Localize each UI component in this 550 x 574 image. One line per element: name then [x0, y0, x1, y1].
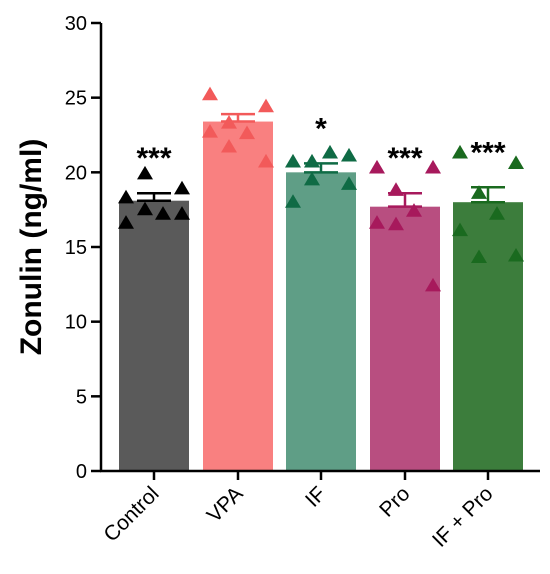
y-tick-label-5: 25 [65, 88, 87, 110]
data-point-3-0 [369, 159, 385, 174]
significance-label-2: * [315, 112, 327, 145]
data-point-2-2 [304, 153, 320, 168]
bar-0 [119, 200, 189, 471]
data-point-3-3 [406, 203, 422, 217]
y-tick-label-4: 20 [65, 162, 87, 184]
data-point-4-6 [508, 247, 524, 262]
data-point-2-3 [322, 144, 338, 159]
significance-label-0: *** [136, 142, 171, 175]
y-tick-label-6: 30 [65, 13, 87, 35]
bar-1 [203, 121, 273, 471]
bar-3 [370, 206, 440, 471]
data-point-1-0 [202, 86, 218, 101]
y-axis-title: Zonulin (ng/ml) [15, 139, 48, 356]
data-point-0-1 [174, 206, 190, 220]
x-tick-label-4: IF + Pro [428, 482, 497, 551]
data-points-group [118, 86, 524, 292]
x-tick-label-2: IF [301, 482, 330, 511]
x-tick-label-0: Control [99, 482, 163, 546]
data-point-1-1 [258, 98, 274, 113]
bars-group [119, 121, 523, 472]
data-point-3-2 [388, 182, 404, 196]
data-point-2-1 [341, 147, 357, 162]
data-point-0-6 [174, 180, 190, 195]
x-tick-label-3: Pro [375, 482, 414, 521]
data-point-1-5 [221, 138, 237, 153]
data-point-2-4 [285, 194, 301, 208]
data-point-0-4 [118, 189, 134, 204]
data-point-4-3 [489, 206, 505, 220]
y-tick-label-0: 0 [76, 461, 87, 483]
data-point-4-0 [452, 144, 468, 159]
data-point-2-6 [341, 176, 357, 190]
data-point-3-4 [369, 215, 385, 229]
bar-2 [286, 172, 356, 472]
data-point-0-3 [155, 206, 171, 220]
data-point-0-5 [137, 165, 153, 180]
data-point-0-2 [137, 201, 153, 216]
data-point-1-2 [221, 115, 237, 129]
data-point-1-3 [239, 125, 255, 140]
y-tick-label-1: 5 [76, 386, 87, 408]
data-point-1-4 [202, 124, 218, 138]
data-point-0-0 [118, 215, 134, 229]
data-point-4-2 [471, 185, 487, 199]
data-point-4-1 [508, 155, 524, 169]
data-point-3-5 [388, 216, 404, 231]
data-point-2-0 [285, 153, 301, 168]
bar-4 [453, 202, 523, 471]
y-tick-label-3: 15 [65, 237, 87, 259]
significance-label-3: *** [387, 142, 422, 175]
data-point-3-1 [425, 159, 441, 174]
x-tick-label-1: VPA [203, 482, 248, 527]
y-tick-label-2: 10 [65, 312, 87, 334]
data-point-2-5 [304, 171, 320, 186]
data-point-3-6 [425, 277, 441, 292]
data-point-4-4 [452, 222, 468, 237]
significance-group: ******* *** [136, 112, 505, 175]
data-point-4-5 [471, 249, 487, 264]
significance-label-4: *** [470, 136, 505, 169]
data-point-1-6 [258, 153, 274, 168]
